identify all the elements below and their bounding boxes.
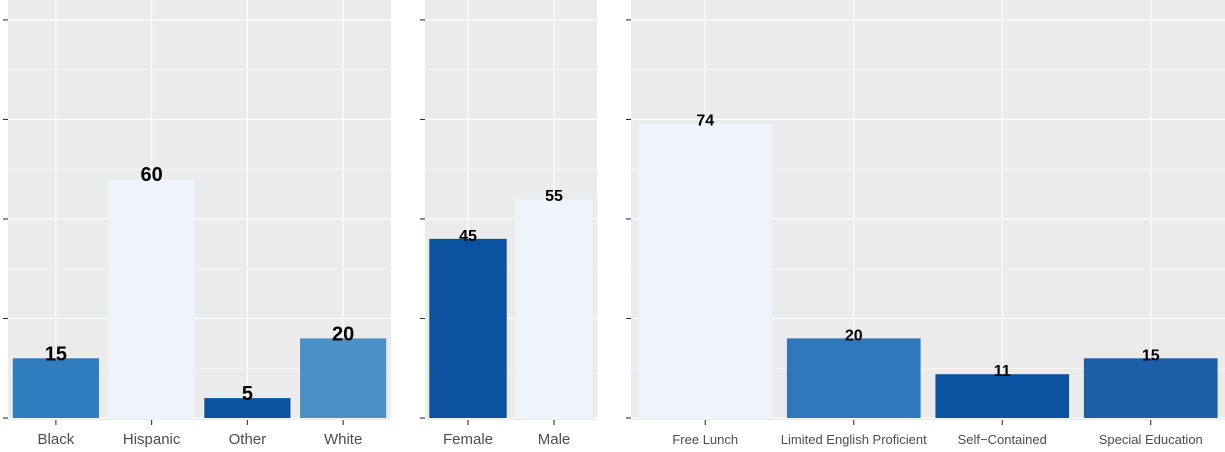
gender-bar-male	[515, 199, 593, 419]
program-bars	[638, 123, 1218, 419]
gender-bars	[429, 199, 593, 419]
race-tick-labels: Black Hispanic Other White	[38, 431, 363, 448]
gender-ticks	[420, 19, 555, 425]
race-data-labels: 15 60 5 20	[45, 164, 355, 405]
race-bars	[12, 179, 387, 419]
program-tick-label-special-education: Special Education	[1099, 432, 1203, 447]
race-tick-label-other: Other	[229, 431, 267, 448]
program-tick-label-limited-english-proficient: Limited English Proficient	[781, 432, 927, 447]
race-tick-label-black: Black	[38, 431, 75, 448]
race-bar-other	[204, 398, 291, 419]
program-bar-special-education	[1083, 358, 1218, 419]
gender-value-label-female: 45	[459, 228, 477, 245]
gender-value-label-male: 55	[545, 188, 563, 205]
race-tick-label-white: White	[324, 431, 362, 448]
program-value-label-free-lunch: 74	[696, 112, 714, 129]
race-bar-hispanic	[108, 179, 195, 419]
program-tick-labels: Free Lunch Limited English Proficient Self…	[672, 432, 1202, 447]
program-ticks	[626, 19, 1152, 425]
race-value-label-hispanic: 60	[141, 164, 163, 186]
race-value-label-other: 5	[242, 383, 253, 405]
program-panel: 74 20 11 15 Free Lunch Limited English Profi…	[626, 0, 1225, 447]
race-value-label-white: 20	[332, 323, 354, 345]
program-value-label-self-contained: 11	[994, 363, 1011, 380]
gender-bar-female	[429, 238, 507, 419]
program-value-label-special-education: 15	[1142, 347, 1160, 364]
program-bar-limited-english-proficient	[786, 338, 921, 419]
race-tick-label-hispanic: Hispanic	[123, 431, 181, 448]
program-bar-self-contained	[935, 374, 1070, 419]
race-bar-black	[12, 358, 99, 419]
gender-tick-label-female: Female	[443, 431, 493, 448]
race-value-label-black: 15	[45, 343, 67, 365]
race-ticks	[3, 19, 344, 425]
gender-panel: 45 55 Female Male	[420, 0, 597, 448]
program-bar-free-lunch	[638, 123, 773, 419]
program-tick-label-self-contained: Self−Contained	[958, 432, 1047, 447]
gender-tick-labels: Female Male	[443, 431, 570, 448]
program-value-label-limited-english-proficient: 20	[845, 327, 863, 344]
gender-data-labels: 45 55	[459, 188, 563, 245]
race-bar-white	[300, 338, 387, 419]
program-data-labels: 74 20 11 15	[696, 112, 1159, 380]
gender-tick-label-male: Male	[538, 431, 571, 448]
program-tick-label-free-lunch: Free Lunch	[672, 432, 738, 447]
race-panel: 15 60 5 20 Black Hispanic Other White	[3, 0, 391, 448]
